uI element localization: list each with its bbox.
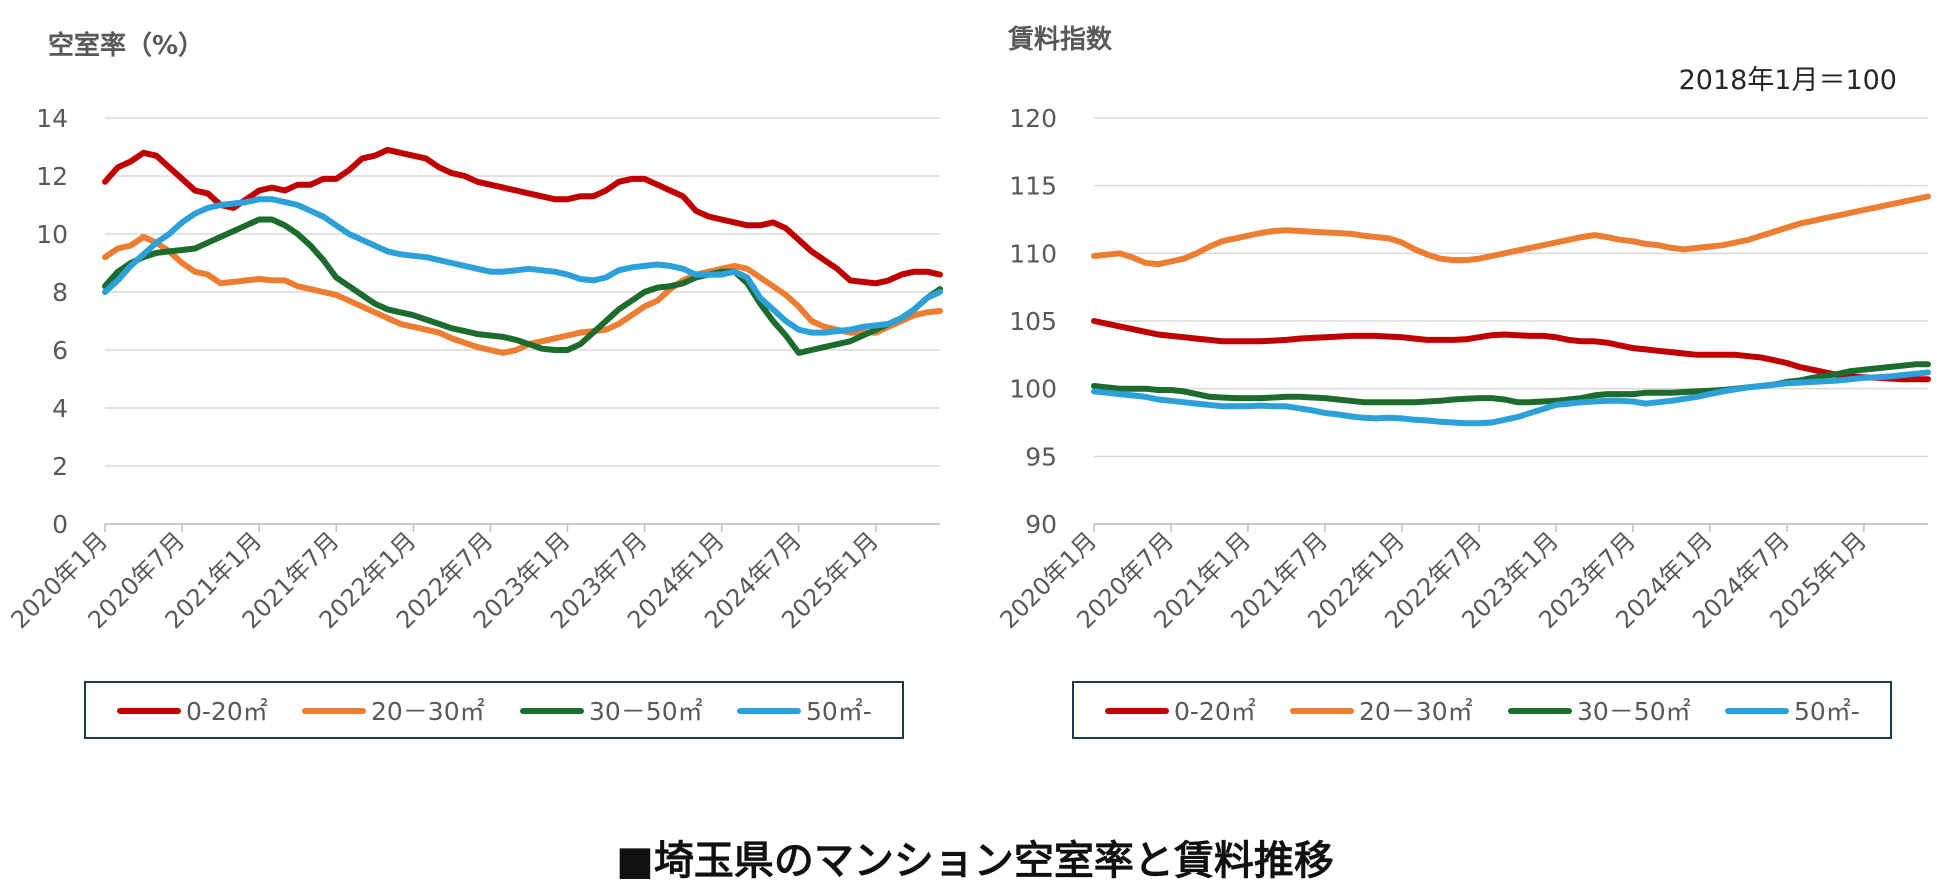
y-tick-label: 105	[1009, 307, 1057, 336]
legend-box	[1072, 681, 1892, 739]
rent-index-chart: 賃料指数2018年1月＝10090951001051101151202020年1…	[995, 25, 1931, 739]
y-tick-label: 120	[1009, 104, 1057, 133]
series-line-50	[1091, 369, 1931, 427]
series-line-30-50	[102, 216, 943, 356]
y-tick-label: 110	[1009, 239, 1057, 268]
series-line-20-30	[102, 233, 943, 356]
legend-label: 50㎡-	[1794, 697, 1860, 726]
y-tick-label: 8	[52, 278, 68, 307]
y-tick-label: 115	[1009, 172, 1057, 201]
legend-label: 20－30㎡	[1359, 697, 1473, 726]
y-tick-label: 14	[36, 104, 68, 133]
page-title: ■埼玉県のマンション空室率と賃料推移	[616, 838, 1334, 884]
chart-annotation: 2018年1月＝100	[1679, 65, 1897, 96]
legend-label: 50㎡-	[806, 697, 872, 726]
legend: 0-20㎡ 20－30㎡ 30－50㎡ 50㎡-	[84, 681, 904, 739]
y-tick-label: 12	[36, 162, 68, 191]
series-line-0-20	[1091, 318, 1931, 383]
legend-label: 30－50㎡	[589, 697, 703, 726]
series-line-50	[102, 196, 943, 336]
vacancy-rate-chart: 空室率（%）024681012142020年1月2020年7月2021年1月20…	[6, 30, 943, 739]
y-tick-label: 10	[36, 220, 68, 249]
legend-label: 20－30㎡	[371, 697, 485, 726]
legend-label: 0-20㎡	[1174, 697, 1256, 726]
series-line-0-20	[102, 146, 943, 287]
y-tick-label: 4	[52, 394, 68, 423]
series-line-20-30	[1091, 193, 1931, 268]
y-tick-label: 95	[1025, 442, 1057, 471]
y-tick-label: 90	[1025, 510, 1057, 539]
legend-label: 30－50㎡	[1577, 697, 1691, 726]
y-tick-label: 6	[52, 336, 68, 365]
y-tick-label: 2	[52, 452, 68, 481]
y-tick-label: 0	[52, 510, 68, 539]
legend-label: 0-20㎡	[186, 697, 268, 726]
y-tick-label: 100	[1009, 375, 1057, 404]
legend: 0-20㎡ 20－30㎡ 30－50㎡ 50㎡-	[1072, 681, 1892, 739]
chart-title: 賃料指数	[1007, 25, 1113, 55]
chart-title: 空室率（%）	[48, 30, 204, 61]
